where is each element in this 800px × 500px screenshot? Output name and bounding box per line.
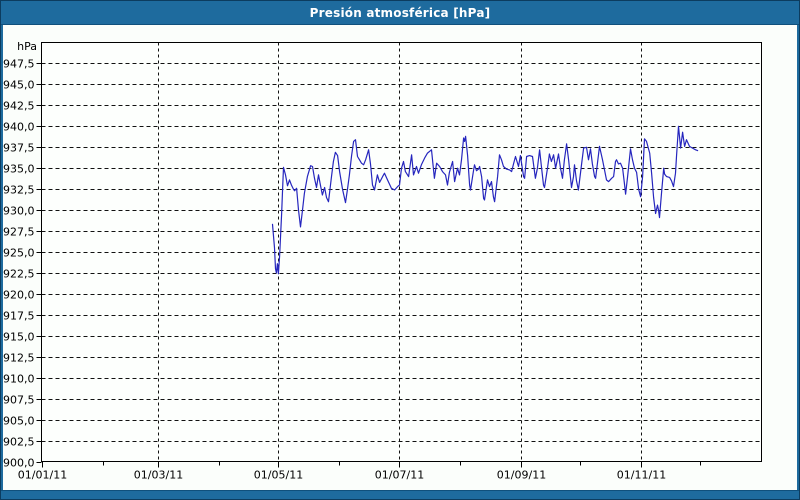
y-tick-label: 902,5 (3, 436, 35, 449)
x-tick-label: 01/09/11 (497, 469, 546, 482)
y-tick-label: 922,5 (3, 268, 35, 281)
y-axis-unit-label: hPa (17, 40, 37, 53)
y-tick-label: 930,0 (3, 205, 35, 218)
x-tick-label: 01/07/11 (375, 469, 424, 482)
window-bottom-bar (1, 490, 799, 499)
y-tick-label: 915,0 (3, 331, 35, 344)
y-tick-label: 900,0 (3, 457, 35, 470)
y-tick-label: 935,0 (3, 163, 35, 176)
y-tick-label: 937,5 (3, 142, 35, 155)
y-tick-label: 945,0 (3, 79, 35, 92)
x-tick-label: 01/03/11 (134, 469, 183, 482)
y-tick-label: 920,0 (3, 289, 35, 302)
y-tick-label: 925,0 (3, 247, 35, 260)
y-tick-label: 905,0 (3, 415, 35, 428)
y-tick-label: 942,5 (3, 100, 35, 113)
window-titlebar[interactable]: Presión atmosférica [hPa] (1, 1, 799, 25)
x-tick-label: 01/01/11 (18, 469, 67, 482)
y-tick-label: 912,5 (3, 352, 35, 365)
x-tick-label: 01/05/11 (254, 469, 303, 482)
y-tick-label: 917,5 (3, 310, 35, 323)
y-tick-label: 927,5 (3, 226, 35, 239)
plot-border (41, 42, 762, 462)
y-tick-label: 932,5 (3, 184, 35, 197)
y-tick-label: 940,0 (3, 121, 35, 134)
window-title: Presión atmosférica [hPa] (309, 5, 491, 20)
y-tick-label: 910,0 (3, 373, 35, 386)
pressure-line (271, 125, 699, 275)
y-tick-label: 947,5 (3, 58, 35, 71)
x-tick-label: 01/11/11 (617, 469, 666, 482)
y-tick-label: 907,5 (3, 394, 35, 407)
